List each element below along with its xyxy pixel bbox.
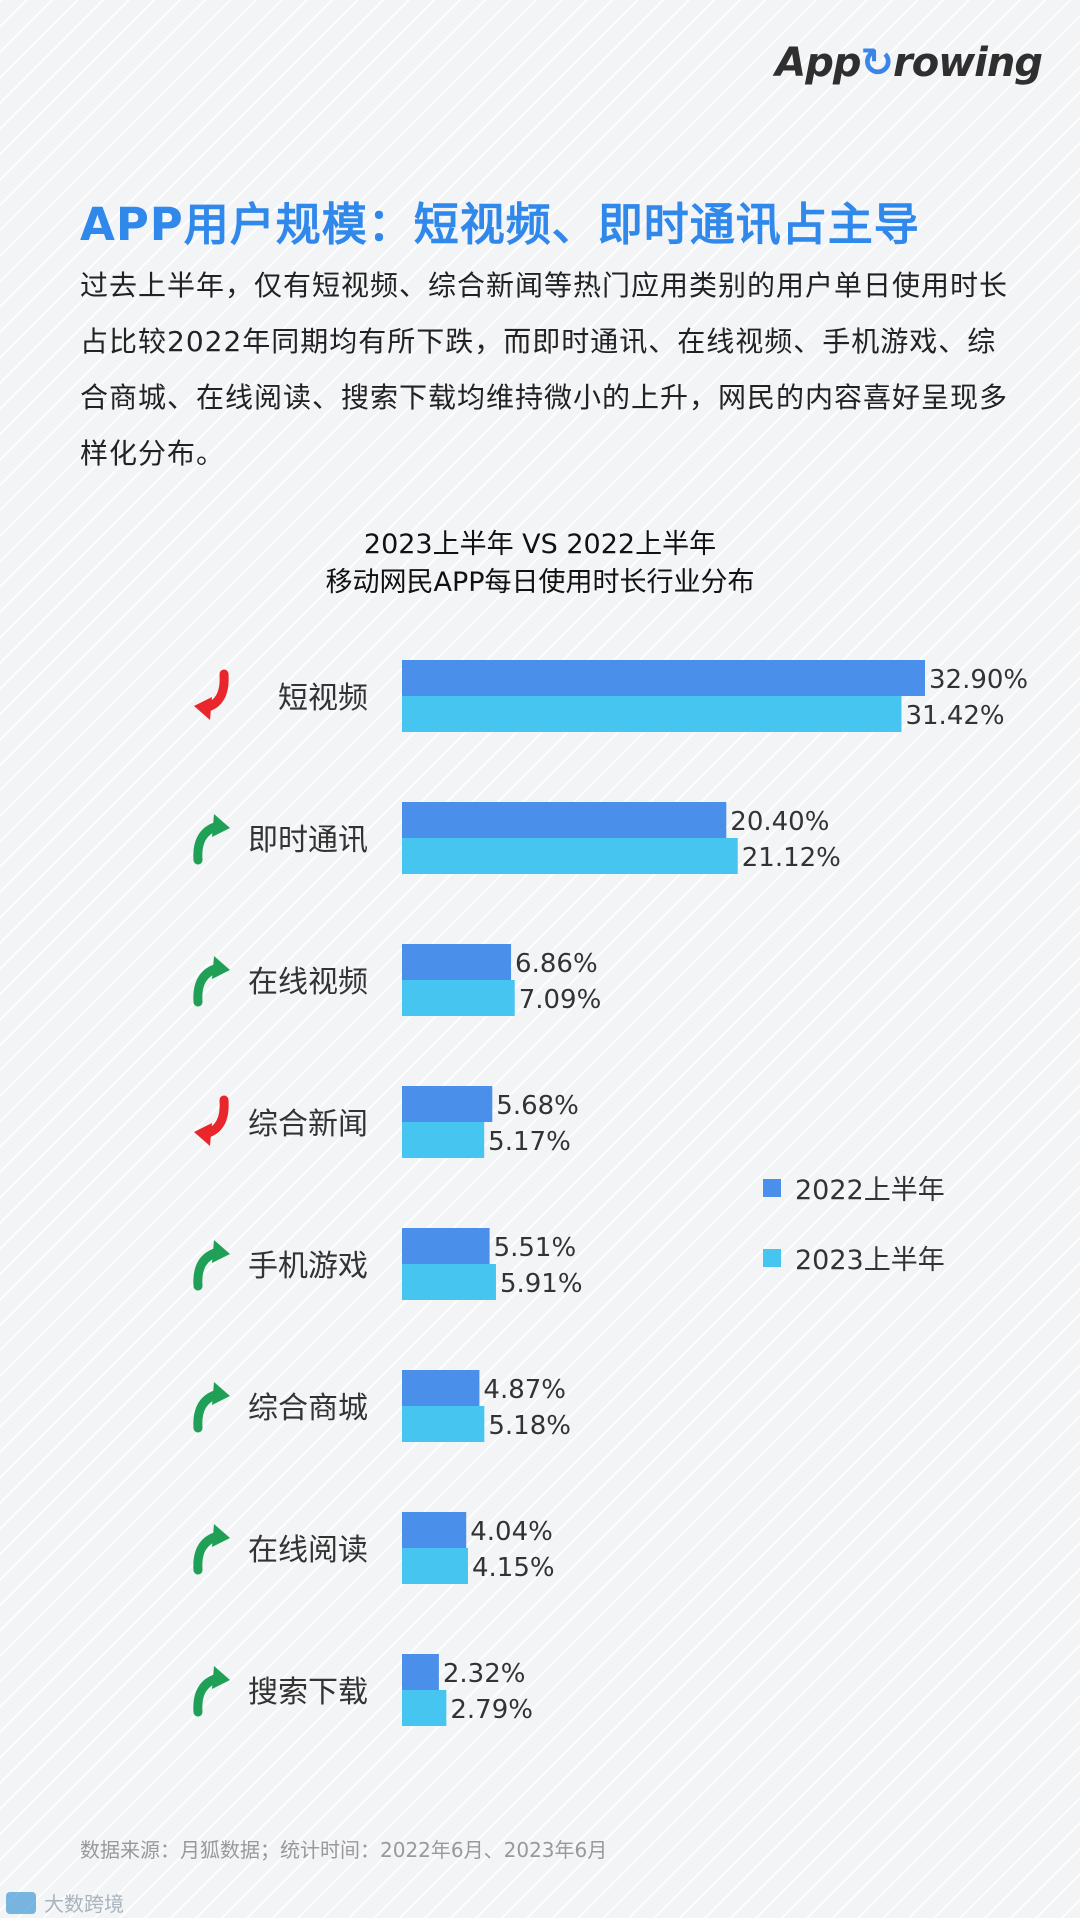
page-description: 过去上半年，仅有短视频、综合新闻等热门应用类别的用户单日使用时长占比较2022年… <box>80 269 1009 470</box>
bar-value-label: 5.91% <box>500 1269 583 1299</box>
category-label: 在线阅读 <box>248 1533 368 1568</box>
bar-2022 <box>402 802 727 838</box>
bar-value-label: 7.09% <box>519 985 602 1015</box>
trend-up-arrowhead-icon <box>212 814 230 837</box>
bar-2022 <box>402 660 925 696</box>
trend-up-arrowhead-icon <box>212 1524 230 1547</box>
data-source-note: 数据来源：月狐数据；统计时间：2022年6月、2023年6月 <box>80 1838 608 1862</box>
bar-2023 <box>402 1690 447 1726</box>
category-label: 手机游戏 <box>248 1249 368 1284</box>
legend-swatch-2022 <box>763 1178 781 1197</box>
legend-item-2022: 2022上半年 <box>763 1168 945 1207</box>
logo-arrow-icon: ↻ <box>860 40 895 86</box>
trend-up-arrowhead-icon <box>212 1382 230 1405</box>
bar-chart: 短视频 32.90% 31.42% 即时通讯 20.40% 21.12% 在线视频 6.86%… <box>193 660 1028 1726</box>
bar-value-label: 4.15% <box>472 1553 555 1583</box>
category-label: 在线视频 <box>248 965 368 1000</box>
category-label: 综合新闻 <box>248 1107 368 1142</box>
trend-up-arrowhead-icon <box>212 956 230 979</box>
bar-2023 <box>402 1264 496 1300</box>
category-label: 综合商城 <box>248 1391 368 1426</box>
legend-label-2023: 2023上半年 <box>795 1245 945 1276</box>
watermark: 大数跨境 <box>6 1888 124 1917</box>
bar-value-label: 5.18% <box>488 1411 571 1441</box>
bar-value-label: 2.32% <box>443 1659 526 1689</box>
category-label: 即时通讯 <box>248 823 368 858</box>
bar-2022 <box>402 1370 480 1406</box>
logo-text-suffix: rowing <box>893 40 1043 86</box>
bar-2023 <box>402 980 515 1016</box>
chart-title: 2023上半年 VS 2022上半年 <box>363 529 717 560</box>
bar-value-label: 32.90% <box>929 665 1028 695</box>
bar-value-label: 2.79% <box>450 1695 533 1725</box>
bar-2022 <box>402 1654 439 1690</box>
watermark-logo-icon <box>6 1891 36 1914</box>
bar-value-label: 6.86% <box>515 949 598 979</box>
bar-value-label: 4.04% <box>470 1517 553 1547</box>
bar-2023 <box>402 1406 485 1442</box>
bar-2022 <box>402 944 512 980</box>
bar-2023 <box>402 838 738 874</box>
bar-2023 <box>402 696 902 732</box>
category-label: 短视频 <box>278 681 368 716</box>
trend-up-arrowhead-icon <box>212 1240 230 1263</box>
bar-2022 <box>402 1086 493 1122</box>
logo-text-prefix: App <box>775 40 861 86</box>
appgrowing-logo: App↻rowing <box>775 40 1043 86</box>
bar-2022 <box>402 1228 490 1264</box>
bar-value-label: 5.68% <box>496 1091 579 1121</box>
bar-2023 <box>402 1548 468 1584</box>
trend-down-arrowhead-icon <box>194 697 212 720</box>
bar-value-label: 4.87% <box>483 1375 566 1405</box>
watermark-text: 大数跨境 <box>44 1892 124 1916</box>
bar-value-label: 31.42% <box>905 701 1004 731</box>
bar-value-label: 5.17% <box>488 1127 571 1157</box>
bar-2023 <box>402 1122 485 1158</box>
bar-2022 <box>402 1512 467 1548</box>
legend-label-2022: 2022上半年 <box>795 1175 945 1206</box>
bar-value-label: 20.40% <box>730 807 829 837</box>
trend-up-arrowhead-icon <box>212 1666 230 1689</box>
trend-down-arrowhead-icon <box>194 1123 212 1146</box>
category-label: 搜索下载 <box>248 1675 368 1710</box>
bar-value-label: 5.51% <box>494 1233 577 1263</box>
bar-value-label: 21.12% <box>742 843 841 873</box>
chart-subtitle: 移动网民APP每日使用时长行业分布 <box>325 567 755 598</box>
legend-item-2023: 2023上半年 <box>763 1238 945 1277</box>
page-title: APP用户规模：短视频、即时通讯占主导 <box>80 198 920 251</box>
legend-swatch-2023 <box>763 1248 781 1267</box>
